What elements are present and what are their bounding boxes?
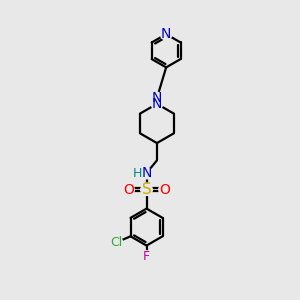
- Circle shape: [133, 168, 143, 178]
- Text: Cl: Cl: [111, 236, 123, 249]
- Circle shape: [159, 184, 170, 196]
- Circle shape: [160, 28, 172, 40]
- Text: N: N: [152, 97, 162, 111]
- Circle shape: [111, 236, 122, 248]
- Circle shape: [151, 98, 163, 110]
- Text: O: O: [159, 183, 170, 197]
- Text: F: F: [143, 250, 150, 263]
- Circle shape: [151, 92, 163, 104]
- Circle shape: [123, 184, 134, 196]
- Circle shape: [141, 184, 152, 196]
- Text: S: S: [142, 182, 152, 197]
- Text: N: N: [141, 166, 152, 180]
- Circle shape: [141, 251, 152, 262]
- Text: H: H: [133, 167, 142, 180]
- Text: N: N: [161, 27, 171, 41]
- Text: N: N: [152, 91, 162, 105]
- Circle shape: [141, 167, 152, 179]
- Text: O: O: [123, 183, 134, 197]
